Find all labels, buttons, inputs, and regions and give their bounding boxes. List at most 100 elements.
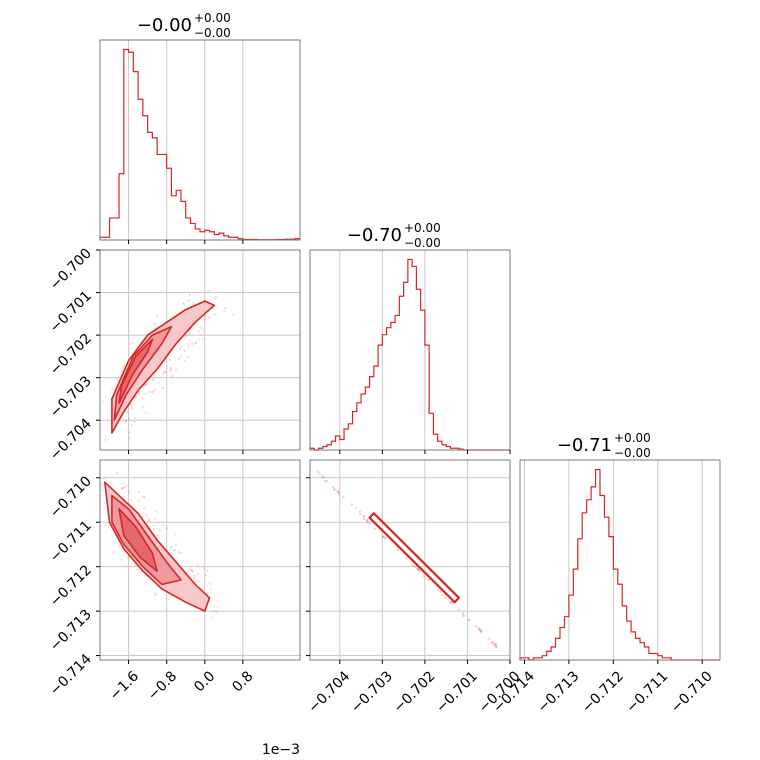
sample-point xyxy=(158,528,161,531)
sample-point xyxy=(210,616,213,619)
sample-point xyxy=(170,375,174,378)
sample-point xyxy=(196,573,199,576)
panel-grid-0-1 xyxy=(100,250,300,450)
sample-point xyxy=(137,499,141,502)
sample-point xyxy=(111,389,114,392)
sample-point xyxy=(180,355,183,358)
sample-point xyxy=(118,546,121,549)
sample-point xyxy=(203,314,207,318)
sample-point xyxy=(169,546,172,550)
contour-0 xyxy=(368,512,460,604)
contour-1 xyxy=(111,494,182,586)
sample-point xyxy=(191,570,194,574)
sample-point xyxy=(201,338,204,341)
sample-point xyxy=(441,593,444,597)
sample-point xyxy=(174,368,178,371)
sample-point xyxy=(322,476,325,479)
sample-point xyxy=(396,548,400,551)
hist-frame-1 xyxy=(309,249,511,451)
sample-point xyxy=(109,480,113,484)
sample-point xyxy=(133,420,136,423)
sample-point xyxy=(381,535,385,538)
sample-points-1-2 xyxy=(316,470,498,648)
sample-point xyxy=(141,405,145,409)
sample-point xyxy=(334,488,337,491)
sample-point xyxy=(142,495,145,498)
sample-point xyxy=(183,360,186,363)
sample-point xyxy=(461,611,465,615)
sample-point xyxy=(382,535,385,539)
contour-2 xyxy=(118,508,158,572)
y-tick-label-1-2: −0.702 xyxy=(47,331,95,379)
sample-point xyxy=(462,615,465,618)
sample-point xyxy=(146,382,149,385)
sample-point xyxy=(418,569,421,573)
sample-point xyxy=(416,567,419,570)
sample-point xyxy=(122,496,125,499)
sample-point xyxy=(479,629,482,632)
sample-point xyxy=(188,299,191,302)
sample-point xyxy=(495,645,498,648)
sample-point xyxy=(134,396,137,400)
y-tick-label-2-1: −0.713 xyxy=(47,607,95,655)
sample-point xyxy=(153,322,156,325)
panel-content-0-2 xyxy=(100,460,300,660)
sample-point xyxy=(416,568,419,571)
sample-point xyxy=(151,391,154,394)
sample-point xyxy=(373,527,377,530)
sample-point xyxy=(384,537,387,540)
sample-point xyxy=(128,431,131,434)
sample-point xyxy=(127,417,130,421)
x-tick-label-0-1: −0.8 xyxy=(145,668,180,703)
sample-point xyxy=(194,581,197,584)
sample-point xyxy=(194,341,197,345)
sample-point xyxy=(134,416,137,420)
sample-point xyxy=(193,326,196,329)
sample-point xyxy=(492,643,495,646)
sample-point xyxy=(191,342,194,346)
sample-point xyxy=(444,596,447,599)
sample-point xyxy=(416,568,420,571)
sample-point xyxy=(135,395,138,398)
sample-point xyxy=(153,594,157,597)
param-title-2: −0.71 xyxy=(557,435,612,456)
sample-point xyxy=(156,315,159,318)
panel-content-0-1 xyxy=(100,250,300,450)
sample-point xyxy=(365,518,369,521)
sample-point xyxy=(187,343,190,346)
sample-point xyxy=(448,601,452,604)
contour-2 xyxy=(118,338,154,404)
sample-point xyxy=(332,488,336,491)
sample-point xyxy=(144,513,148,516)
sample-point xyxy=(112,551,115,554)
sample-point xyxy=(477,628,481,631)
sample-point xyxy=(437,589,440,592)
param-title-minus-0: −0.00 xyxy=(194,26,231,40)
sample-point xyxy=(137,568,140,571)
sample-point xyxy=(366,521,369,524)
sample-point xyxy=(191,569,194,572)
sample-point xyxy=(174,544,178,547)
sample-point xyxy=(180,552,183,555)
y-tick-label-2-2: −0.712 xyxy=(47,562,95,610)
hist-panel-0: −0.00 +0.00−0.00 xyxy=(99,11,301,244)
sample-point xyxy=(104,523,107,527)
sample-point xyxy=(215,295,218,298)
sample-point xyxy=(124,420,127,423)
sample-point xyxy=(162,371,166,374)
sample-point xyxy=(414,565,417,568)
sample-point xyxy=(154,592,157,595)
sample-point xyxy=(214,297,217,300)
sample-point xyxy=(337,489,340,492)
y-tick-label-2-4: −0.710 xyxy=(47,473,95,521)
sample-point xyxy=(224,307,227,310)
sample-point xyxy=(161,523,165,526)
sample-point xyxy=(140,495,143,498)
contour-1 xyxy=(113,325,173,421)
sample-point xyxy=(201,328,204,331)
sample-point xyxy=(491,641,494,644)
sample-point xyxy=(116,471,119,474)
sample-point xyxy=(185,334,188,337)
sample-point xyxy=(154,518,157,521)
sample-point xyxy=(104,438,107,441)
